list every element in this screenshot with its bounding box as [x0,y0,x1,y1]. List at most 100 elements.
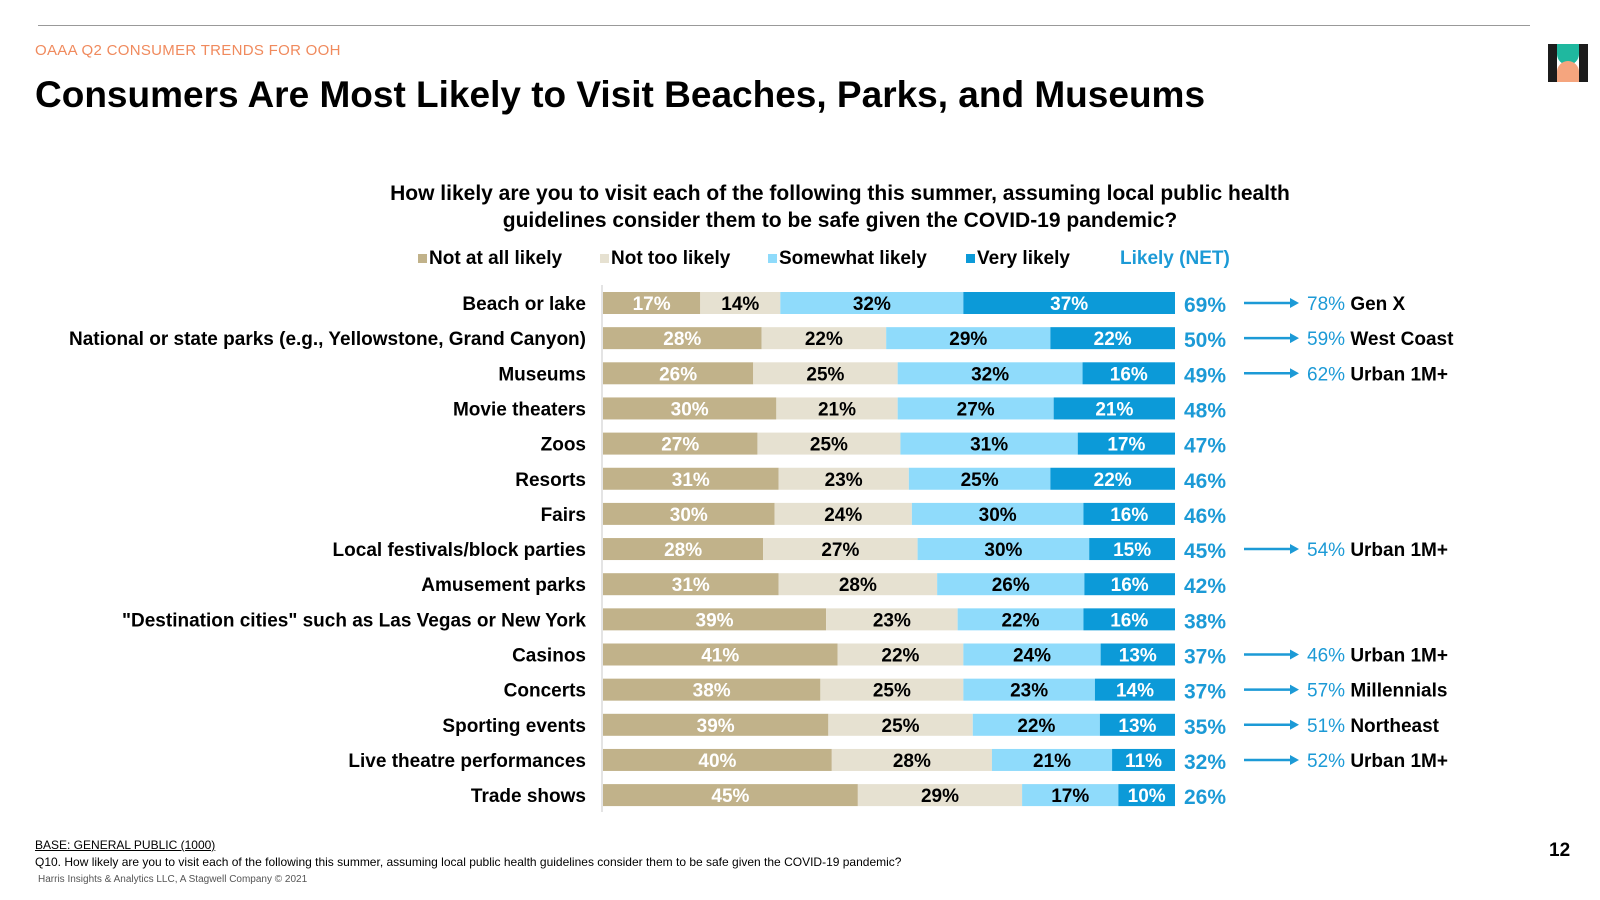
bar-segment-not-at-all [603,608,827,631]
data-label-somewhat: 29% [949,329,987,350]
data-label-very: 16% [1110,364,1148,385]
data-label-not-at-all: 17% [633,294,671,315]
bar-segment-not-too [753,362,898,385]
data-label-very: 14% [1116,681,1154,702]
data-label-not-at-all: 31% [672,470,710,491]
legend-swatch-somewhat [768,254,777,263]
bar-segment-not-at-all [603,362,754,385]
data-label-very: 37% [1050,294,1088,315]
bar-segment-not-at-all [603,397,777,420]
callout-segment: Urban 1M+ [1350,364,1448,385]
callout-segment: Gen X [1350,294,1405,315]
data-label-not-too: 23% [825,470,863,491]
callout-label: 46% Urban 1M+ [1307,646,1448,667]
bar-segment-not-too [857,784,1023,807]
bar-segment-not-too [826,608,958,631]
callout-segment: Millennials [1350,681,1447,702]
harris-logo-icon [1548,44,1588,82]
bar-segment-not-at-all [603,678,821,701]
bar-segment-very [1083,502,1175,525]
net-value-label: 32% [1184,751,1226,774]
data-label-not-too: 28% [839,575,877,596]
net-value-label: 38% [1184,610,1226,633]
net-value-label: 45% [1184,540,1226,563]
data-label-somewhat: 23% [1010,681,1048,702]
data-label-very: 22% [1094,470,1132,491]
legend-item-not-at-all-likely: Not at all likely [418,248,562,270]
callout-arrow-head-icon [1290,754,1299,765]
callout-arrow-head-icon [1290,649,1299,660]
bar-segment-very [1084,573,1175,596]
data-label-somewhat: 27% [957,399,995,420]
data-label-very: 21% [1095,399,1133,420]
data-label-not-at-all: 30% [671,399,709,420]
data-label-not-at-all: 26% [659,364,697,385]
data-label-somewhat: 32% [971,364,1009,385]
bar-segment-somewhat [897,397,1054,420]
callout-value: 51% [1307,716,1350,737]
callout-label: 52% Urban 1M+ [1307,751,1448,772]
bar-segment-very [1083,608,1175,631]
data-label-very: 15% [1113,540,1151,561]
data-label-not-too: 25% [810,435,848,456]
data-label-very: 16% [1111,575,1149,596]
bar-segment-somewhat [937,573,1085,596]
callout-arrow-head-icon [1290,684,1299,695]
callout-segment: Urban 1M+ [1350,646,1448,667]
callout-label: 78% Gen X [1307,294,1406,315]
bar-segment-not-at-all [603,784,858,807]
net-value-label: 50% [1184,329,1226,352]
bar-segment-very [1077,432,1175,455]
callout-value: 46% [1307,646,1350,667]
bar-segment-not-too [778,573,938,596]
bar-segment-somewhat [908,467,1051,490]
data-label-not-at-all: 31% [672,575,710,596]
data-label-somewhat: 22% [1017,716,1055,737]
base-note: BASE: GENERAL PUBLIC (1000) [35,838,216,852]
callout-label: 54% Urban 1M+ [1307,540,1448,561]
legend-item-very-likely: Very likely [966,248,1070,270]
callout-value: 78% [1307,294,1350,315]
net-value-label: 49% [1184,364,1226,387]
bar-segment-very [1112,748,1175,771]
bar-segment-somewhat [911,502,1084,525]
bar-segment-somewhat [963,678,1095,701]
bar-segment-not-too [820,678,964,701]
net-value-label: 35% [1184,716,1226,739]
data-label-very: 10% [1128,786,1166,807]
legend-label-not-too: Not too likely [611,248,731,269]
bar-segment-somewhat [1022,784,1119,807]
data-label-not-at-all: 45% [711,786,749,807]
net-value-label: 42% [1184,575,1226,598]
data-label-not-too: 14% [721,294,759,315]
callout-arrow-head-icon [1290,719,1299,730]
callout-value: 59% [1307,329,1350,350]
bar-segment-not-at-all [603,292,701,314]
bar-segment-not-at-all [603,643,838,666]
net-value-label: 37% [1184,646,1226,669]
bar-segment-not-at-all [603,748,832,771]
category-label: Fairs [541,505,586,526]
category-label: Amusement parks [421,575,586,596]
bar-segment-not-too [831,748,992,771]
data-label-not-too: 22% [881,646,919,667]
data-label-not-at-all: 28% [664,540,702,561]
data-label-somewhat: 17% [1051,786,1089,807]
bar-segment-very [1050,327,1175,350]
bar-segment-somewhat [780,292,964,314]
callout-segment: Urban 1M+ [1350,751,1448,772]
data-label-not-too: 24% [824,505,862,526]
data-label-not-at-all: 38% [693,681,731,702]
bar-segment-not-too [774,502,912,525]
data-label-not-at-all: 30% [670,505,708,526]
bar-segment-not-too [761,327,887,350]
category-label: Live theatre performances [348,751,586,772]
chart-title: How likely are you to visit each of the … [390,182,1290,232]
data-label-not-at-all: 40% [698,751,736,772]
callout-label: 62% Urban 1M+ [1307,364,1448,385]
callout-arrow-head-icon [1290,333,1299,344]
net-value-label: 46% [1184,470,1226,493]
bar-segment-not-at-all [603,432,758,455]
category-label: "Destination cities" such as Las Vegas o… [122,610,586,631]
